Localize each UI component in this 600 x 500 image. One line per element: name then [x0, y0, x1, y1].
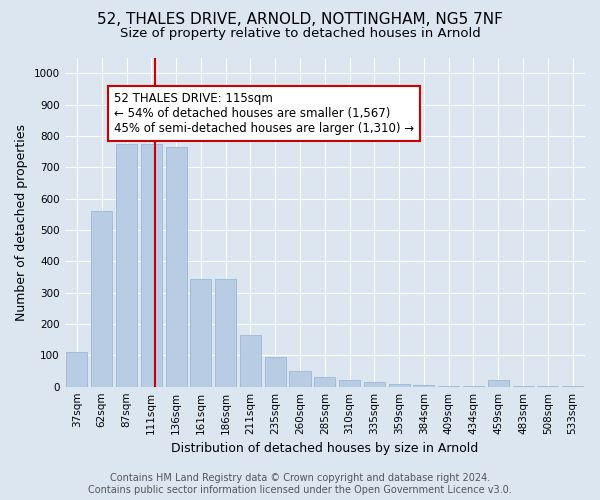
- X-axis label: Distribution of detached houses by size in Arnold: Distribution of detached houses by size …: [171, 442, 478, 455]
- Bar: [289, 371, 311, 386]
- Text: 52 THALES DRIVE: 115sqm
← 54% of detached houses are smaller (1,567)
45% of semi: 52 THALES DRIVE: 115sqm ← 54% of detache…: [114, 92, 414, 135]
- Bar: [488, 380, 509, 386]
- Y-axis label: Number of detached properties: Number of detached properties: [15, 124, 28, 320]
- Bar: [166, 147, 187, 386]
- Bar: [215, 278, 236, 386]
- Text: 52, THALES DRIVE, ARNOLD, NOTTINGHAM, NG5 7NF: 52, THALES DRIVE, ARNOLD, NOTTINGHAM, NG…: [97, 12, 503, 28]
- Bar: [91, 211, 112, 386]
- Bar: [116, 144, 137, 386]
- Bar: [240, 335, 261, 386]
- Bar: [190, 278, 211, 386]
- Text: Size of property relative to detached houses in Arnold: Size of property relative to detached ho…: [119, 28, 481, 40]
- Bar: [314, 378, 335, 386]
- Bar: [389, 384, 410, 386]
- Bar: [265, 357, 286, 386]
- Bar: [413, 385, 434, 386]
- Bar: [67, 352, 88, 386]
- Bar: [339, 380, 360, 386]
- Bar: [141, 144, 162, 386]
- Bar: [364, 382, 385, 386]
- Text: Contains HM Land Registry data © Crown copyright and database right 2024.
Contai: Contains HM Land Registry data © Crown c…: [88, 474, 512, 495]
